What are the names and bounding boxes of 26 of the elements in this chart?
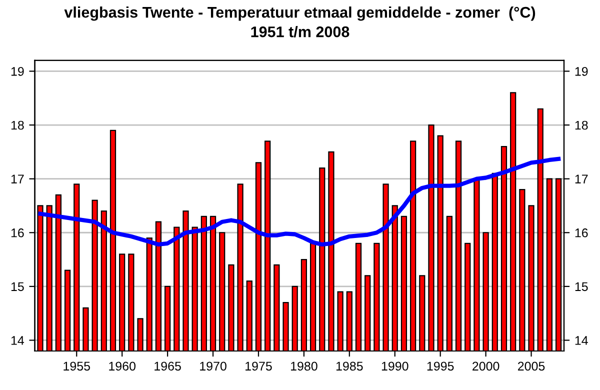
chart-subtitle: 1951 t/m 2008: [251, 26, 350, 38]
y-tick-label: 16: [11, 228, 24, 238]
x-tick-label: 1955: [64, 362, 90, 371]
y2-tick-label: 18: [575, 120, 588, 130]
x-tick-label: 1970: [200, 362, 226, 371]
y2-tick-label: 19: [575, 67, 588, 76]
y-tick-label: 14: [11, 336, 24, 345]
x-tick-label: 1980: [290, 362, 318, 371]
y-tick-label: 15: [11, 282, 24, 292]
x-tick-label: 1960: [109, 362, 136, 371]
chart-title: vliegbasis Twente - Temperatuur etmaal gemiddelde - zomer (°C): [64, 6, 536, 21]
y2-tick-label: 17: [575, 174, 588, 184]
y-tick-label: 18: [11, 120, 24, 130]
line-series: [38, 156, 561, 247]
x-tick-label: 1975: [246, 362, 272, 371]
y-tick-label: 17: [11, 174, 24, 184]
x-tick-label: 1990: [382, 362, 408, 371]
x-tick-label: 2000: [472, 362, 500, 371]
y2-tick-label: 16: [575, 228, 588, 238]
x-tick-label: 1965: [154, 362, 181, 371]
y2-tick-label: 14: [575, 336, 588, 345]
x-tick-label: 1995: [427, 362, 454, 371]
x-tick-label: 2005: [518, 362, 545, 371]
y2-tick-label: 15: [575, 282, 588, 292]
y-tick-label: 19: [11, 67, 24, 76]
x-tick-label: 1985: [336, 362, 363, 371]
